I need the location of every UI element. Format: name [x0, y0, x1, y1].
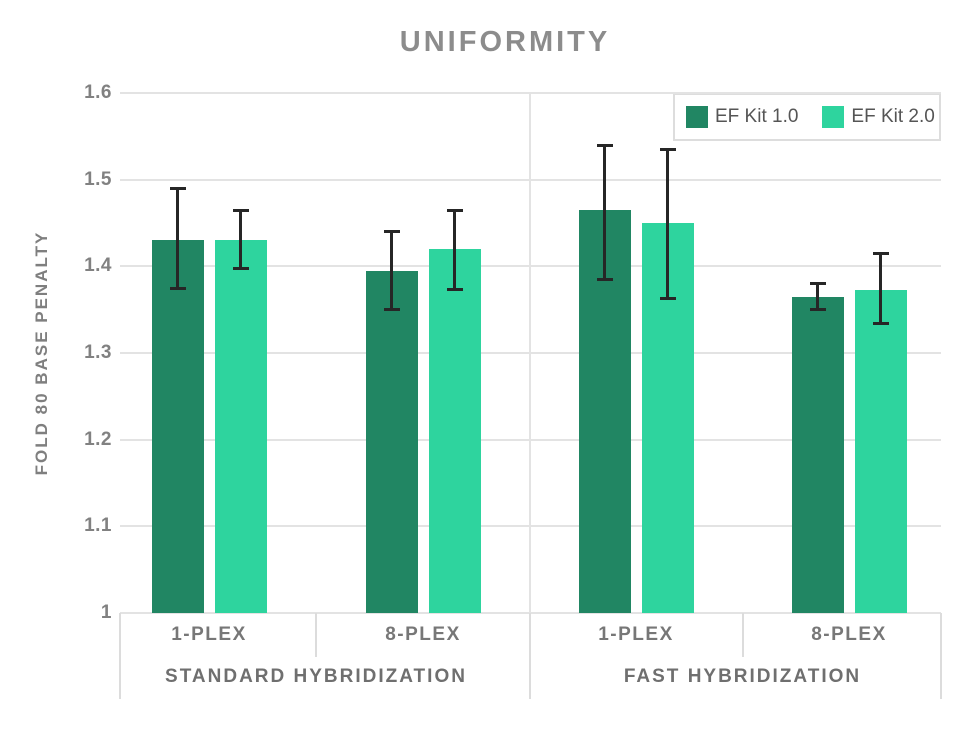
error-bar-cap-bottom: [232, 266, 249, 270]
legend-item-ef-kit-1: EF Kit 1.0: [686, 106, 798, 128]
error-bar-cap-bottom: [383, 308, 400, 312]
legend-label-ef-kit-1: EF Kit 1.0: [715, 106, 799, 127]
error-bar-line: [816, 283, 819, 310]
axis-category-divider: [741, 613, 744, 657]
gridline: [120, 525, 941, 528]
error-bar-cap-top: [659, 147, 676, 151]
y-tick-label: 1.1: [84, 515, 112, 537]
axis-section-divider: [528, 613, 531, 699]
error-bar-cap-top: [446, 208, 463, 212]
error-bar-line: [879, 253, 882, 324]
error-bar-cap-bottom: [596, 277, 613, 281]
error-bar-cap-top: [809, 282, 826, 286]
y-tick-label: 1.5: [84, 168, 112, 190]
y-tick-label: 1.2: [84, 428, 112, 450]
x-category-label: 8-PLEX: [385, 624, 461, 645]
error-bar-cap-bottom: [169, 286, 186, 290]
error-bar-line: [603, 145, 606, 280]
error-bar-line: [239, 210, 242, 269]
bar-ef-kit-2-0-8-plex: [428, 249, 481, 613]
error-bar-line: [390, 231, 393, 310]
bar-ef-kit-2-0-8-plex: [854, 289, 907, 613]
gridline: [120, 438, 941, 441]
error-bar-line: [666, 149, 669, 299]
axis-section-divider: [940, 613, 942, 699]
panel-divider-line: [528, 93, 531, 613]
error-bar-cap-top: [169, 186, 186, 190]
error-bar-cap-bottom: [659, 296, 676, 300]
x-section-label: STANDARD HYBRIDIZATION: [165, 666, 467, 687]
gridline: [120, 178, 941, 181]
legend-label-ef-kit-2: EF Kit 2.0: [851, 106, 935, 127]
gridline: [120, 265, 941, 268]
bar-ef-kit-1-0-8-plex: [791, 296, 844, 613]
gridline: [120, 612, 941, 614]
axis-section-divider: [119, 613, 121, 699]
legend-item-ef-kit-2: EF Kit 2.0: [822, 106, 935, 128]
error-bar-line: [453, 210, 456, 290]
y-tick-label: 1.3: [84, 342, 112, 363]
bar-ef-kit-1-0-1-plex: [151, 240, 204, 613]
axis-category-divider: [315, 613, 317, 657]
error-bar-cap-top: [232, 208, 249, 212]
legend: EF Kit 1.0 EF Kit 2.0: [673, 93, 941, 141]
gridline: [120, 352, 941, 354]
error-bar-cap-top: [872, 251, 889, 255]
chart-title: UNIFORMITY: [399, 26, 611, 58]
error-bar-cap-top: [596, 143, 613, 147]
error-bar-cap-bottom: [872, 322, 889, 326]
legend-swatch-ef-kit-2: [822, 106, 845, 128]
y-tick-label: 1.6: [84, 82, 112, 103]
y-tick-label: 1: [100, 602, 112, 623]
bar-ef-kit-2-0-1-plex: [214, 240, 267, 613]
x-category-label: 1-PLEX: [598, 624, 674, 645]
error-bar-cap-top: [383, 230, 400, 234]
gridline: [120, 92, 941, 94]
error-bar-line: [176, 188, 179, 288]
y-tick-label: 1.4: [84, 255, 112, 277]
x-section-label: FAST HYBRIDIZATION: [623, 666, 862, 687]
x-category-label: 1-PLEX: [171, 624, 247, 645]
legend-swatch-ef-kit-1: [686, 106, 708, 128]
error-bar-cap-bottom: [809, 308, 826, 312]
error-bar-cap-bottom: [446, 288, 463, 292]
bar-ef-kit-1-0-8-plex: [365, 270, 418, 613]
x-category-label: 8-PLEX: [811, 624, 887, 645]
